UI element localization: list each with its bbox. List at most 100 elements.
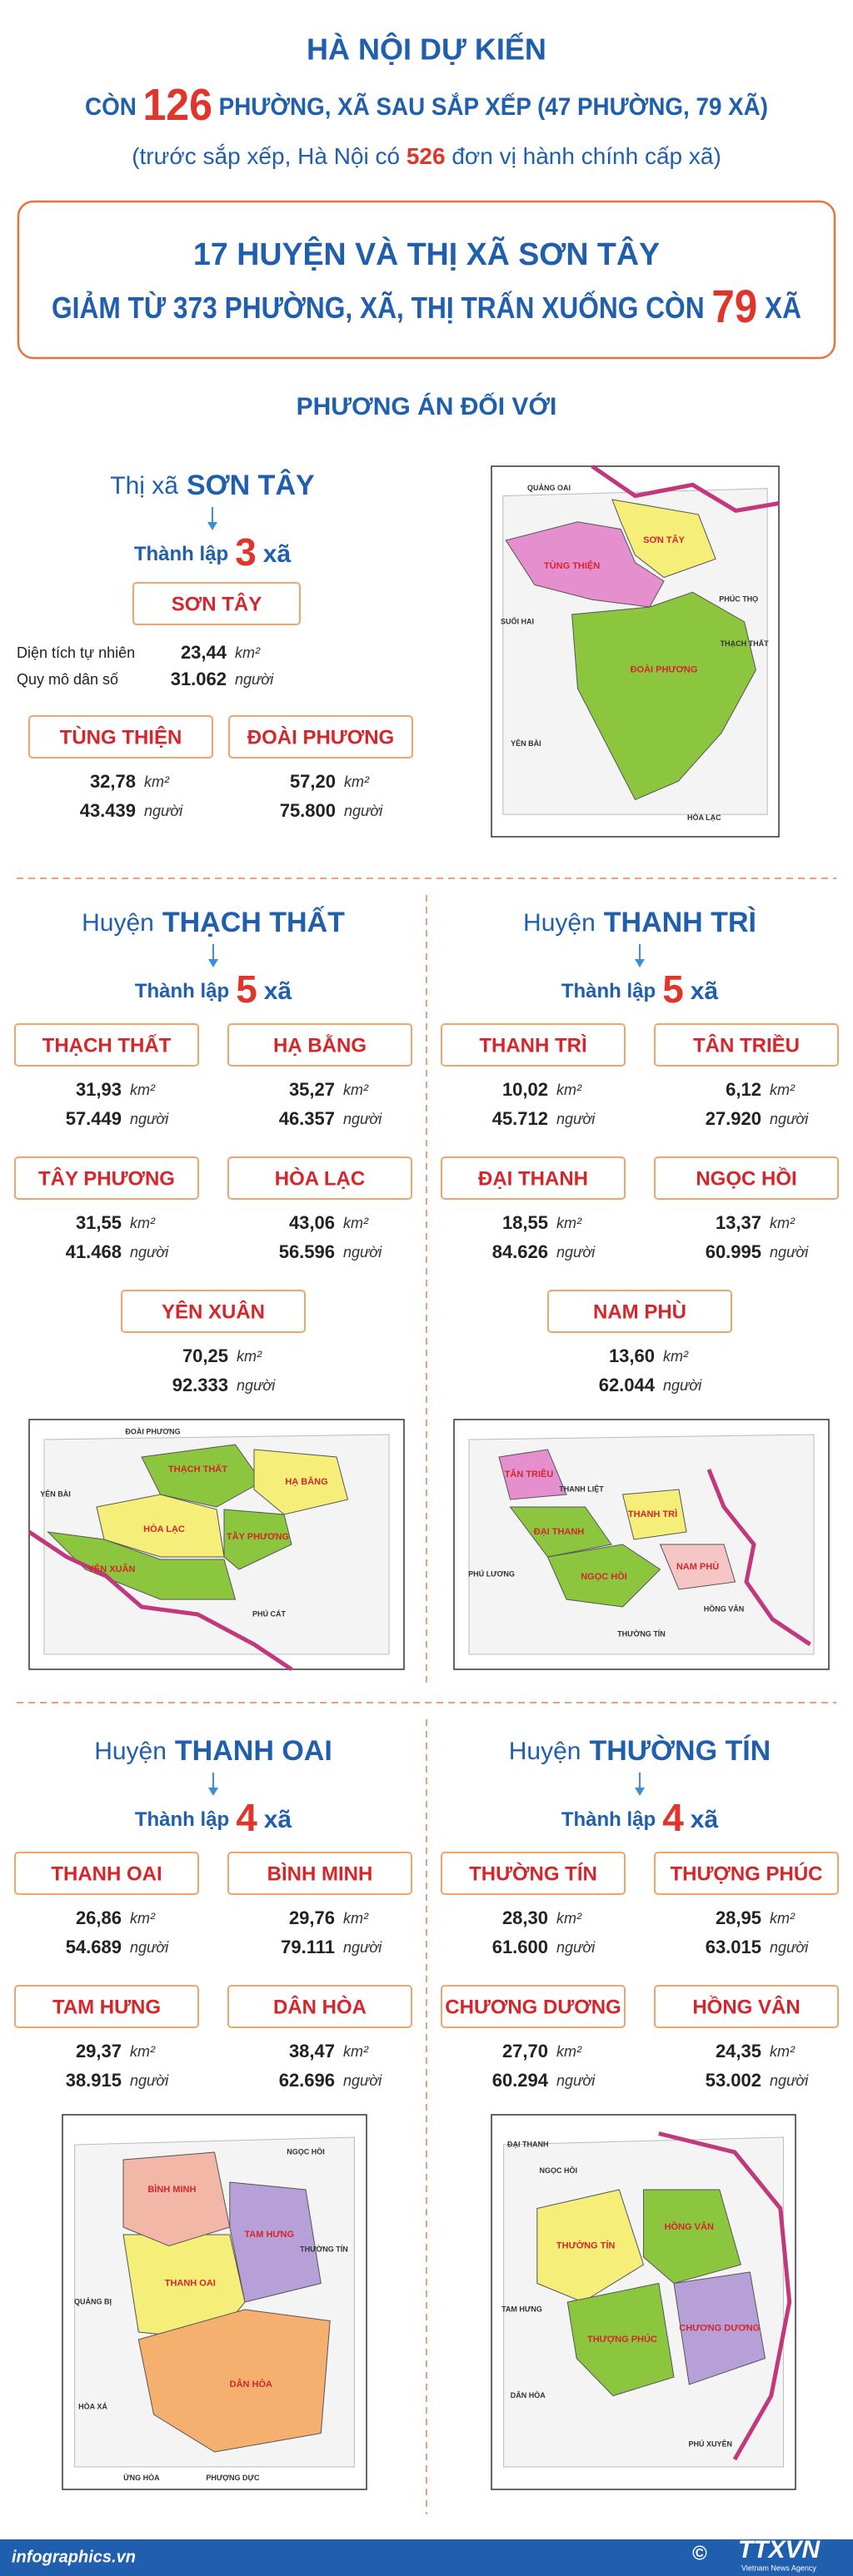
commune-box (14, 1023, 199, 1067)
commune-name: ĐẠI THANH (478, 1167, 588, 1190)
text-part: 4 (662, 1796, 684, 1839)
area-value: 32,78 (90, 771, 136, 792)
map-river (591, 464, 780, 514)
established: Thành lập 5 xã (561, 967, 719, 1011)
text-part: Thành lập (135, 980, 229, 1002)
info-label: Quy mô dân số (17, 671, 118, 688)
map-label: THƯỜNG TÍN (556, 2240, 616, 2250)
text-part: GIẢM TỪ 373 PHƯỜNG, XÃ, THỊ TRẤN XUỐNG C… (52, 290, 711, 325)
commune-box (441, 1023, 626, 1067)
map-label: HÒA XÁ (78, 2401, 107, 2410)
population-unit: người (663, 1377, 702, 1394)
population-unit: người (343, 1111, 382, 1127)
area-unit: km² (130, 1082, 156, 1098)
map-label: PHÚC THỌ (719, 594, 758, 604)
area-value: 35,27 (289, 1079, 335, 1100)
commune-box (441, 1852, 626, 1895)
map-label: PHÚ CÁT (252, 1609, 287, 1618)
map-label: YÊN XUÂN (88, 1564, 136, 1574)
map-label: PHƯỢNG DỰC (206, 2474, 260, 2482)
commune-name: SƠN TÂY (172, 592, 262, 615)
map-region (498, 1449, 567, 1500)
map-label: TÙNG THIỆN (544, 560, 600, 571)
map-label: SUỐI HAI (501, 616, 534, 625)
map-label: QUẢNG OAI (527, 483, 571, 492)
arrow-head (208, 959, 218, 967)
map-label: SƠN TÂY (643, 535, 685, 545)
commune-name: NGỌC HỒI (696, 1166, 796, 1190)
map-region (546, 1544, 661, 1608)
section-title: PHƯƠNG ÁN ĐỐI VỚI (297, 392, 557, 420)
area-unit: km² (144, 773, 170, 790)
headline: HÀ NỘI DỰ KIẾN (307, 32, 546, 67)
population-value: 43.439 (80, 800, 136, 821)
map-region (505, 521, 665, 608)
text-part: Huyện (94, 1738, 167, 1765)
commune-box (228, 715, 413, 758)
commune-name: TAM HƯNG (52, 1996, 161, 2018)
commune-box (654, 1156, 839, 1200)
commune-name: ĐOÀI PHƯƠNG (247, 725, 394, 748)
arrow-head (635, 1788, 645, 1796)
area-value: 28,95 (716, 1907, 761, 1928)
text-part: Huyện (509, 1738, 581, 1765)
summary-line: GIẢM TỪ 373 PHƯỜNG, XÃ, THỊ TRẤN XUỐNG C… (52, 280, 801, 332)
commune-name: THƯỢNG PHÚC (670, 1862, 822, 1885)
footer-bar (0, 2539, 853, 2576)
map-label: TAM HƯNG (244, 2230, 294, 2240)
commune-name: THANH OAI (51, 1862, 162, 1885)
map-label: PHÚ XUYÊN (689, 2439, 733, 2448)
text-part: xã (264, 1806, 292, 1833)
population-unit: người (770, 1111, 809, 1127)
population-unit: người (770, 1939, 809, 1956)
area-value: 10,02 (502, 1079, 548, 1100)
map-label: BÌNH MINH (147, 2184, 196, 2195)
commune-box (14, 1985, 199, 2028)
area-value: 23,44 (181, 642, 227, 663)
text-part: THƯỜNG TÍN (589, 1735, 771, 1767)
map-label: YÊN BÀI (511, 738, 541, 748)
population-unit: người (556, 2072, 596, 2089)
commune-box (654, 1852, 839, 1895)
area-unit: km² (556, 1910, 582, 1927)
map-label: ĐOÀI PHƯƠNG (125, 1427, 180, 1435)
text-part: Huyện (82, 909, 154, 937)
map-region (122, 2151, 231, 2247)
map-label: THANH TRÌ (628, 1509, 677, 1519)
map-region (643, 2189, 741, 2285)
commune-name: THƯỜNG TÍN (469, 1862, 597, 1885)
text-part: 79 (711, 280, 757, 332)
text-part: 126 (142, 80, 212, 130)
population-value: 61.600 (492, 1937, 548, 1957)
text-part: 5 (236, 967, 257, 1011)
area-unit: km² (770, 2043, 796, 2060)
area-unit: km² (770, 1215, 796, 1231)
map-label: TÂN TRIỀU (505, 1469, 554, 1479)
area-value: 31,93 (76, 1079, 122, 1100)
map-region (223, 1509, 292, 1570)
population-unit: người (343, 2072, 382, 2089)
area-unit: km² (130, 1910, 156, 1927)
population-value: 79.111 (281, 1937, 335, 1957)
text-part: XÃ (757, 290, 801, 325)
map-label: YÊN BÀI (40, 1489, 71, 1498)
map-label: NGỌC HỒI (540, 2166, 578, 2175)
commune-box (28, 715, 213, 758)
established: Thành lập 4 xã (561, 1796, 719, 1839)
population-value: 92.333 (172, 1375, 228, 1395)
population-unit: người (130, 1939, 169, 1956)
map-label: NAM PHÙ (676, 1561, 719, 1572)
text-part: THANH TRÌ (604, 907, 756, 938)
area-unit: km² (663, 1348, 689, 1365)
commune-name: THANH TRÌ (479, 1033, 586, 1057)
map-label: TÂY PHƯƠNG (227, 1531, 289, 1542)
text-part: Thành lập (561, 1808, 656, 1831)
area-unit: km² (343, 1215, 369, 1231)
commune-box (227, 1852, 412, 1895)
population-value: 63.015 (706, 1937, 761, 1957)
commune-name: DÂN HÒA (273, 1995, 367, 2018)
summary-box (17, 200, 836, 360)
map-label: TAM HƯNG (501, 2305, 542, 2313)
map-label: DÂN HÒA (511, 2390, 546, 2399)
area-unit: km² (343, 1910, 369, 1927)
